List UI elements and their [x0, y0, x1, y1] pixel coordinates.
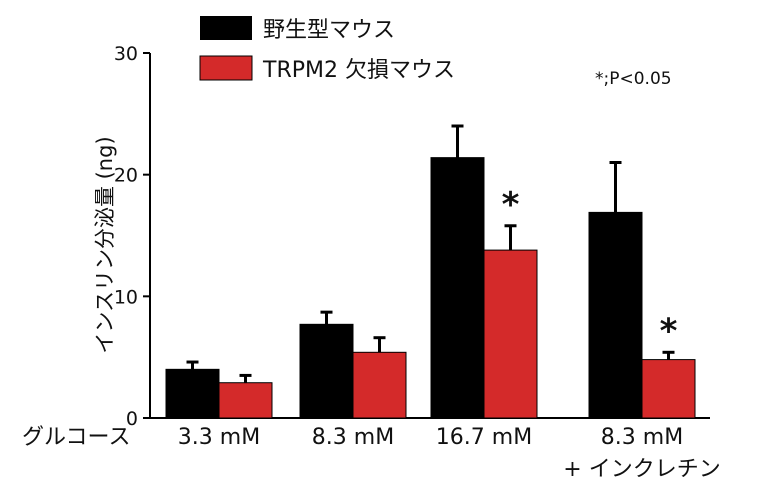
- x-category-label: 8.3 mM: [601, 425, 683, 450]
- bar-wildtype-0: [165, 368, 220, 419]
- x-axis-prefix-label: グルコース: [22, 425, 130, 450]
- x-labels: グルコース 3.3 mM 8.3 mM 16.7 mM 8.3 mM + インクレチン: [22, 425, 721, 482]
- significance-marks: **: [502, 185, 678, 352]
- legend-label-wildtype: 野生型マウス: [263, 18, 395, 43]
- y-tick-label: 0: [126, 408, 138, 430]
- y-axis-label: インスリン分泌量 (ng): [93, 136, 117, 353]
- legend-label-trpm2: TRPM2 欠損マウス: [262, 58, 455, 83]
- legend-swatch-trpm2: [199, 55, 253, 81]
- x-category-label: 3.3 mM: [178, 425, 260, 450]
- bar-trpm2-2: [483, 249, 538, 419]
- bars: [165, 157, 696, 419]
- x-category-label: 16.7 mM: [436, 425, 532, 450]
- bar-trpm2-1: [352, 351, 407, 419]
- y-tick-label: 20: [114, 165, 138, 187]
- y-tick-label: 10: [114, 286, 138, 308]
- x-category-label: 8.3 mM: [312, 425, 394, 450]
- bar-wildtype-1: [299, 323, 354, 419]
- x-category-sublabel: + インクレチン: [563, 457, 720, 482]
- significance-asterisk: *: [660, 311, 678, 351]
- significance-asterisk: *: [502, 185, 520, 225]
- bar-trpm2-0: [218, 382, 273, 419]
- y-ticks: 0 10 20 30: [114, 43, 150, 430]
- y-tick-label: 30: [114, 43, 138, 65]
- significance-note: *;P<0.05: [595, 69, 672, 89]
- legend: 野生型マウス TRPM2 欠損マウス: [199, 16, 455, 83]
- bar-trpm2-3: [641, 359, 696, 419]
- bar-wildtype-3: [588, 211, 643, 419]
- legend-swatch-wildtype: [200, 16, 252, 40]
- bar-wildtype-2: [430, 157, 485, 419]
- error-bars: [186, 124, 675, 383]
